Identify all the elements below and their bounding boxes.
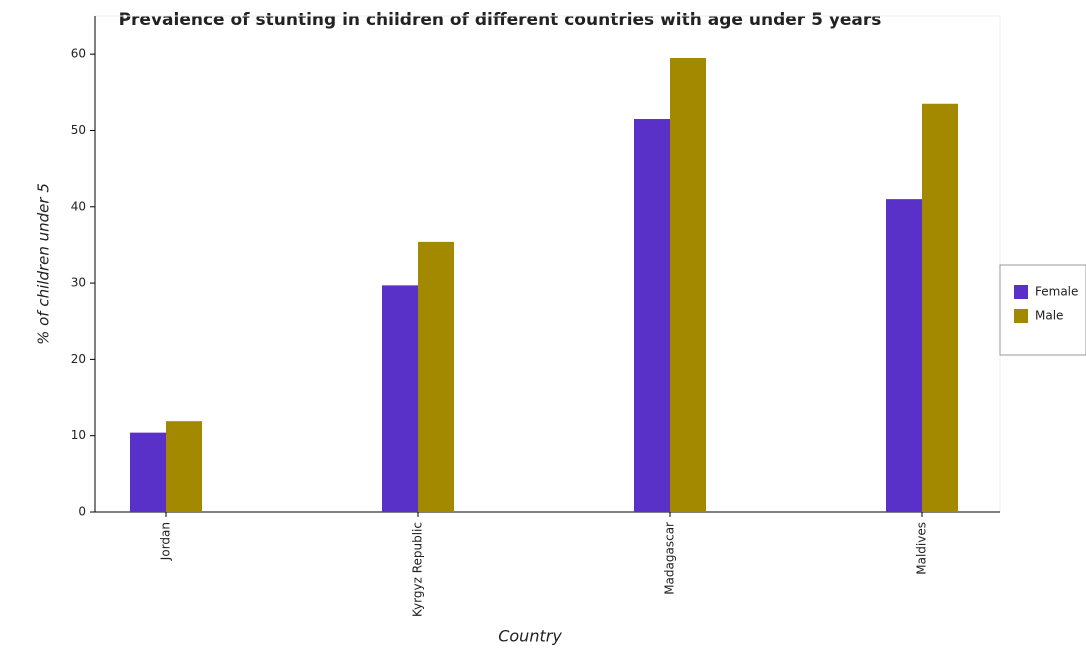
plot-frame <box>94 15 1001 513</box>
legend-label: Female <box>1035 285 1078 299</box>
bar <box>418 241 454 512</box>
legend-swatch <box>1014 285 1028 299</box>
x-axis-label: Country <box>498 627 562 646</box>
chart-title: Prevalence of stunting in children of di… <box>119 10 882 30</box>
y-tick-label: 60 <box>71 47 86 61</box>
bar <box>382 285 418 512</box>
y-tick-label: 10 <box>71 428 86 442</box>
y-tick-label: 40 <box>71 199 86 213</box>
bar <box>886 199 922 512</box>
x-tick-label: Madagascar <box>663 522 677 595</box>
x-tick-label: Maldives <box>915 522 929 575</box>
y-tick-label: 20 <box>71 352 86 366</box>
bar <box>670 57 706 512</box>
x-tick-label: Kyrgyz Republic <box>411 522 425 617</box>
y-tick-label: 30 <box>71 276 86 290</box>
x-tick-label: Jordan <box>159 522 173 561</box>
bar <box>130 432 166 512</box>
y-tick-label: 50 <box>71 123 86 137</box>
legend-label: Male <box>1035 309 1063 323</box>
bar <box>634 119 670 512</box>
bar <box>922 103 958 512</box>
y-tick-label: 0 <box>78 505 86 519</box>
bar <box>166 421 202 512</box>
y-axis-label: % of children under 5 <box>35 183 53 345</box>
legend-swatch <box>1014 309 1028 323</box>
